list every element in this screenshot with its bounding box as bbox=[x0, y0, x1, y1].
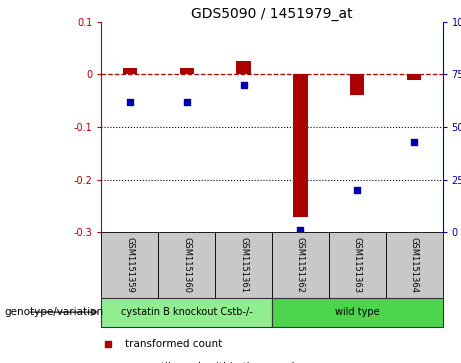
Point bbox=[410, 139, 418, 145]
Bar bbox=[215, 232, 272, 298]
Text: GSM1151362: GSM1151362 bbox=[296, 237, 305, 293]
Point bbox=[126, 99, 134, 105]
Text: transformed count: transformed count bbox=[125, 339, 223, 348]
Point bbox=[105, 340, 112, 346]
Title: GDS5090 / 1451979_at: GDS5090 / 1451979_at bbox=[191, 7, 353, 21]
Bar bbox=[101, 298, 272, 327]
Point bbox=[297, 227, 304, 233]
Bar bbox=[272, 298, 443, 327]
Point bbox=[183, 99, 190, 105]
Point bbox=[354, 187, 361, 193]
Text: GSM1151361: GSM1151361 bbox=[239, 237, 248, 293]
Bar bbox=[236, 61, 251, 74]
Bar bbox=[350, 74, 364, 95]
Text: percentile rank within the sample: percentile rank within the sample bbox=[125, 362, 301, 363]
Text: GSM1151364: GSM1151364 bbox=[410, 237, 419, 293]
Text: GSM1151359: GSM1151359 bbox=[125, 237, 134, 293]
Text: cystatin B knockout Cstb-/-: cystatin B knockout Cstb-/- bbox=[121, 307, 253, 317]
Bar bbox=[123, 68, 137, 74]
Bar bbox=[101, 232, 158, 298]
Bar bbox=[158, 232, 215, 298]
Bar bbox=[407, 74, 421, 80]
Bar bbox=[272, 232, 329, 298]
Text: genotype/variation: genotype/variation bbox=[5, 307, 104, 317]
Text: GSM1151363: GSM1151363 bbox=[353, 237, 362, 293]
Text: GSM1151360: GSM1151360 bbox=[182, 237, 191, 293]
Bar bbox=[329, 232, 386, 298]
Text: wild type: wild type bbox=[335, 307, 379, 317]
Bar bbox=[386, 232, 443, 298]
Bar bbox=[293, 74, 307, 216]
Point bbox=[240, 82, 247, 88]
Bar bbox=[180, 68, 194, 74]
